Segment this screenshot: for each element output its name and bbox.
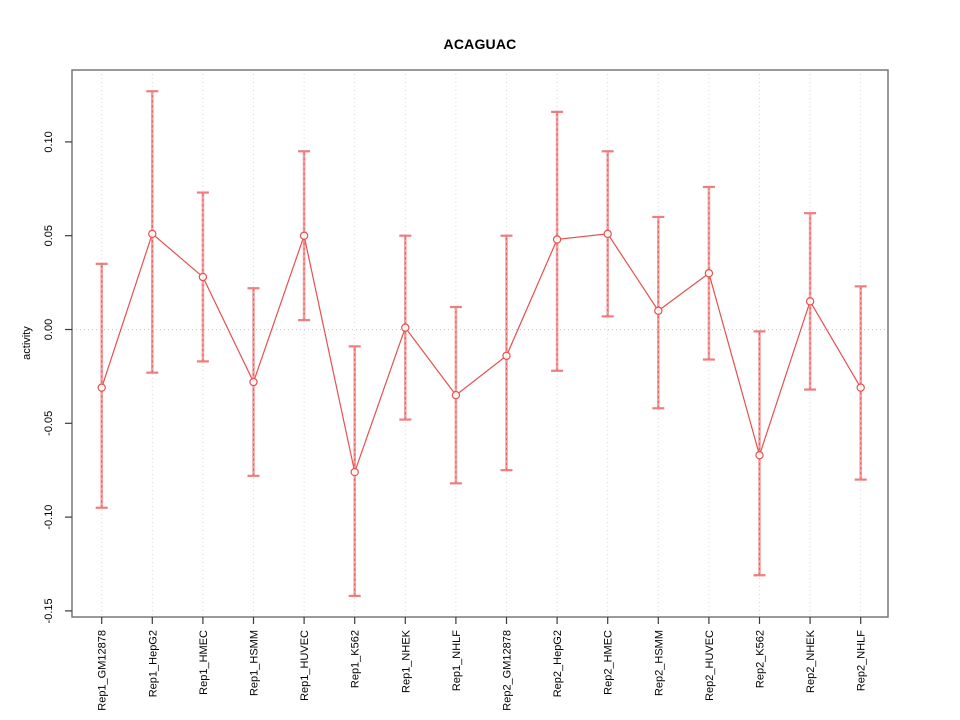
svg-text:Rep1_NHEK: Rep1_NHEK bbox=[400, 629, 412, 693]
svg-text:Rep2_HUVEC: Rep2_HUVEC bbox=[704, 630, 716, 701]
svg-text:Rep2_NHEK: Rep2_NHEK bbox=[805, 629, 817, 693]
svg-text:Rep2_HMEC: Rep2_HMEC bbox=[603, 630, 615, 695]
svg-text:0.00: 0.00 bbox=[43, 319, 55, 340]
svg-text:Rep1_HepG2: Rep1_HepG2 bbox=[147, 630, 159, 697]
svg-text:Rep1_HMEC: Rep1_HMEC bbox=[198, 630, 210, 695]
svg-text:Rep1_NHLF: Rep1_NHLF bbox=[451, 630, 463, 691]
svg-text:Rep2_HSMM: Rep2_HSMM bbox=[653, 630, 665, 696]
svg-text:Rep1_HSMM: Rep1_HSMM bbox=[249, 630, 261, 696]
svg-text:0.10: 0.10 bbox=[43, 131, 55, 152]
chart-title: ACAGUAC bbox=[443, 36, 517, 52]
svg-text:Rep2_HepG2: Rep2_HepG2 bbox=[552, 630, 564, 697]
svg-text:Rep2_NHLF: Rep2_NHLF bbox=[856, 630, 868, 691]
svg-text:-0.15: -0.15 bbox=[43, 598, 55, 623]
svg-text:Rep2_GM12878: Rep2_GM12878 bbox=[502, 630, 514, 711]
svg-text:Rep2_K562: Rep2_K562 bbox=[755, 630, 767, 688]
svg-text:-0.05: -0.05 bbox=[43, 411, 55, 436]
svg-text:0.05: 0.05 bbox=[43, 225, 55, 246]
svg-text:Rep1_K562: Rep1_K562 bbox=[350, 630, 362, 688]
svg-text:-0.10: -0.10 bbox=[43, 505, 55, 530]
svg-text:Rep1_GM12878: Rep1_GM12878 bbox=[97, 630, 109, 711]
svg-text:Rep1_HUVEC: Rep1_HUVEC bbox=[299, 630, 311, 701]
